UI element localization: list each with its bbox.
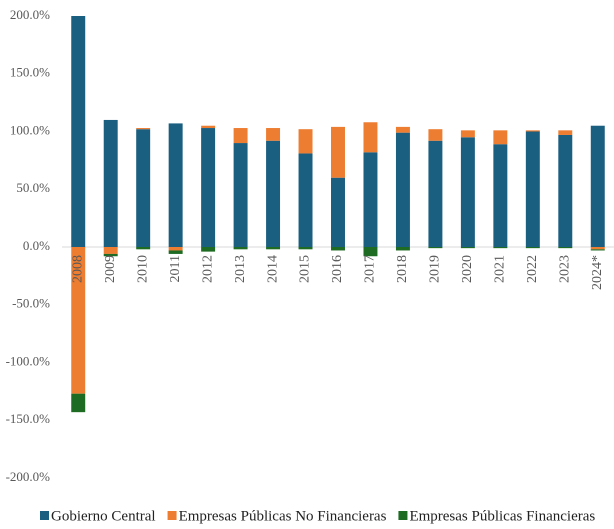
- bar-segment: [103, 253, 118, 257]
- bar-segment: [525, 247, 540, 249]
- bar-segment: [558, 247, 573, 249]
- x-tick-label: 2017: [363, 255, 378, 283]
- bar-segment: [103, 119, 118, 247]
- bar-segment: [363, 122, 378, 153]
- bar-segment: [428, 247, 443, 249]
- bar-segment: [168, 123, 183, 247]
- bar-segment: [103, 247, 118, 254]
- x-tick-label: 2012: [200, 255, 215, 283]
- legend-swatch: [40, 511, 49, 520]
- legend-label: Empresas Públicas No Financieras: [179, 508, 387, 524]
- bar-segment: [71, 247, 86, 394]
- bar-segment: [136, 128, 151, 130]
- x-tick-label: 2016: [330, 255, 345, 283]
- x-tick-label: 2021: [493, 255, 508, 283]
- x-tick-label: 2018: [395, 255, 410, 283]
- bar-segment: [201, 128, 216, 247]
- bar-segment: [590, 125, 605, 247]
- x-tick-label: 2014: [265, 255, 280, 283]
- x-tick-label: 2019: [428, 255, 443, 283]
- bar-segment: [331, 126, 345, 178]
- bar-segment: [136, 129, 151, 247]
- bar-segment: [331, 177, 345, 247]
- bar-segment: [558, 134, 573, 247]
- bar-segment: [71, 16, 86, 247]
- bar-segment: [233, 247, 248, 250]
- bar-segment: [558, 130, 573, 135]
- y-tick-label: 100.0%: [10, 122, 50, 137]
- y-tick-label: 150.0%: [10, 65, 50, 80]
- y-tick-label: -200.0%: [6, 469, 51, 484]
- bar-segment: [590, 247, 605, 250]
- bar-segment: [298, 153, 313, 247]
- bar-segment: [493, 247, 508, 249]
- bar-segment: [298, 129, 313, 154]
- legend-label: Empresas Públicas Financieras: [409, 508, 595, 524]
- bar-segment: [428, 129, 443, 141]
- x-tick-label: 2011: [168, 255, 183, 282]
- bar-segment: [71, 393, 86, 413]
- legend-swatch: [167, 511, 177, 520]
- y-tick-label: -150.0%: [6, 411, 51, 426]
- y-tick-label: -50.0%: [12, 296, 50, 311]
- bar-segment: [298, 247, 313, 250]
- bar-segment: [363, 247, 378, 257]
- bar-segment: [493, 144, 508, 247]
- x-tick-label: 2008: [70, 255, 85, 283]
- x-tick-label: 2022: [525, 255, 540, 283]
- bar-segment: [201, 125, 216, 129]
- bar-segment: [460, 130, 475, 138]
- bar-segment: [460, 137, 475, 247]
- bar-segment: [363, 152, 378, 247]
- bar-segment: [525, 131, 540, 247]
- bar-segment: [266, 247, 281, 250]
- x-tick-label: 2009: [103, 255, 118, 283]
- bar-segment: [136, 247, 151, 250]
- bar-segment: [266, 128, 281, 141]
- bar-segment: [428, 140, 443, 247]
- bar-segment: [395, 132, 410, 247]
- bar-segment: [395, 126, 410, 133]
- bar-segment: [266, 140, 281, 247]
- x-tick-label: 2015: [298, 255, 313, 283]
- x-tick-label: 2010: [135, 255, 150, 283]
- bar-segment: [525, 130, 540, 132]
- bar-segment: [460, 247, 475, 249]
- legend-swatch: [398, 511, 408, 520]
- legend: Gobierno Central Empresas Públicas No Fin…: [40, 508, 595, 524]
- bar-segment: [395, 247, 410, 251]
- bar-segment: [331, 247, 345, 251]
- x-tick-label: 2013: [233, 255, 248, 283]
- bar-segment: [493, 130, 508, 145]
- bar-segment: [201, 247, 216, 252]
- bar-segment: [233, 143, 248, 247]
- y-tick-label: 0.0%: [23, 238, 50, 253]
- legend-label: Gobierno Central: [51, 508, 156, 524]
- bar-segment: [233, 128, 248, 144]
- x-tick-label: 2020: [460, 255, 475, 283]
- x-tick-label: 2024*: [590, 255, 605, 290]
- y-tick-label: -100.0%: [6, 353, 51, 368]
- bar-segment: [168, 247, 183, 251]
- bar-segment: [168, 250, 183, 254]
- y-tick-label: 50.0%: [16, 180, 50, 195]
- y-tick-label: 200.0%: [10, 7, 50, 22]
- bar-segment: [590, 249, 605, 251]
- x-tick-label: 2023: [558, 255, 573, 283]
